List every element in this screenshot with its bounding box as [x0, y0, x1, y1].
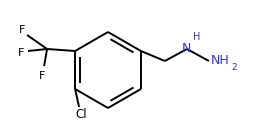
Text: NH: NH: [211, 55, 230, 67]
Text: F: F: [18, 48, 24, 58]
Text: N: N: [182, 41, 191, 55]
Text: Cl: Cl: [75, 109, 87, 121]
Text: F: F: [39, 71, 45, 81]
Text: H: H: [193, 32, 200, 42]
Text: F: F: [19, 25, 25, 35]
Text: 2: 2: [231, 62, 237, 72]
